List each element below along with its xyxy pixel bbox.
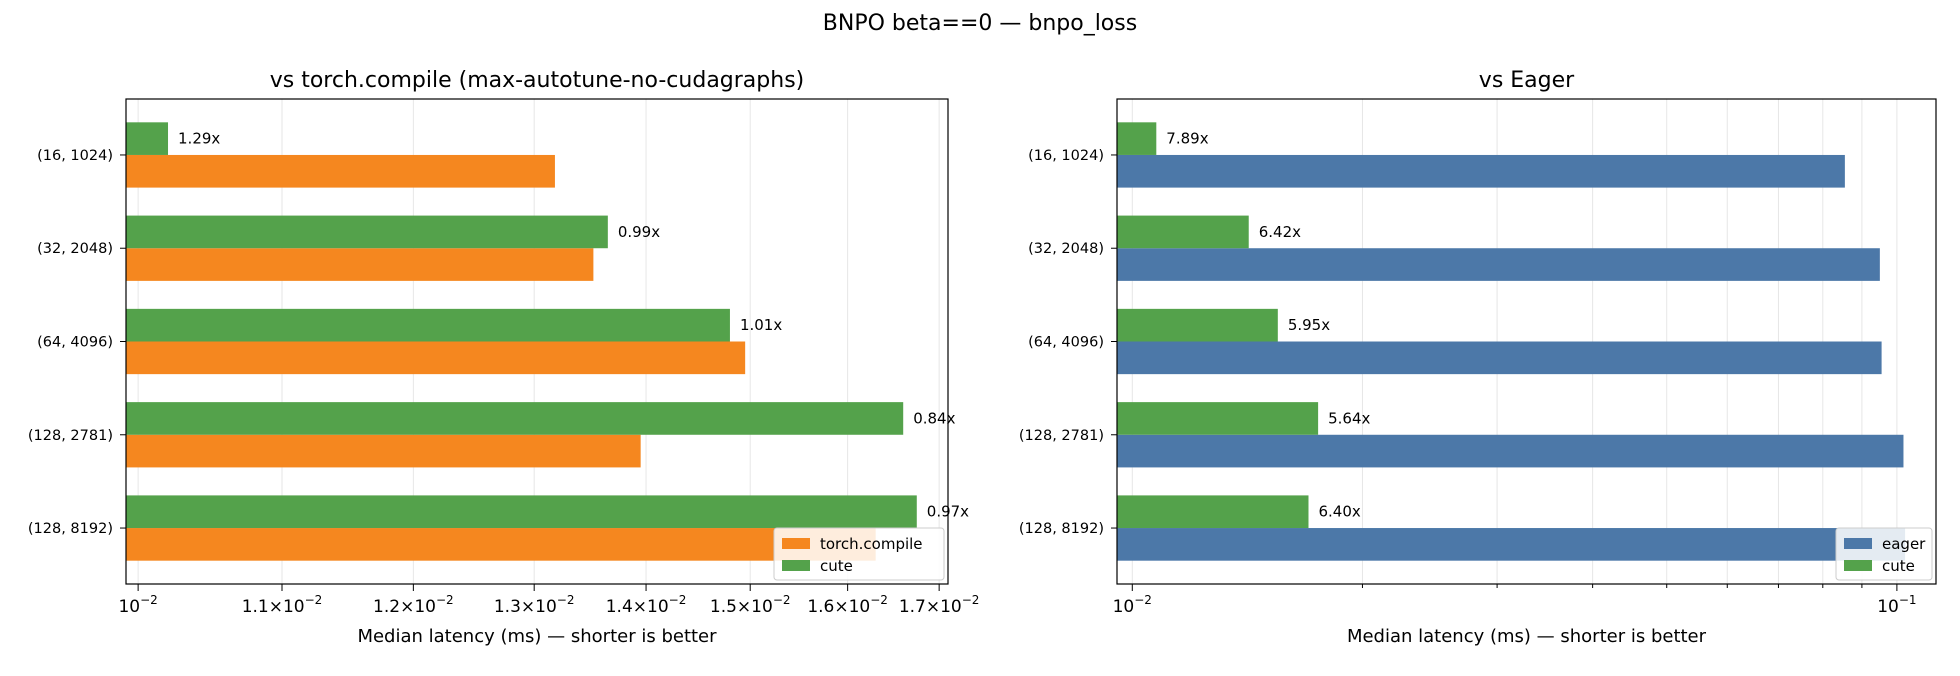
- legend-swatch: [1844, 560, 1872, 571]
- y-tick-label: (128, 2781): [1019, 428, 1104, 444]
- bar-torch-compile: [126, 341, 746, 375]
- chart-title: vs Eager: [1479, 68, 1575, 93]
- legend: torch.compile cute: [773, 527, 945, 581]
- bar-label: 7.89x: [1166, 130, 1208, 148]
- y-tick-label: (16, 1024): [37, 148, 113, 164]
- bar-cute: [126, 215, 608, 249]
- bar-cute: [126, 308, 730, 342]
- bar-cute: [1117, 122, 1157, 155]
- x-tick-label: 1.1×10−2: [242, 593, 323, 617]
- bar-cute: [126, 402, 904, 435]
- x-tick-label: 1.4×10−2: [606, 593, 687, 617]
- legend: eager cute: [1835, 527, 1933, 581]
- x-tick-label: 1.7×10−2: [899, 593, 980, 617]
- axes-frame: [125, 98, 949, 585]
- y-tick-label: (128, 2781): [28, 428, 113, 444]
- bar-cute: [1117, 308, 1278, 342]
- bar-torch-compile: [126, 528, 876, 561]
- y-tick-label: (32, 2048): [37, 241, 113, 257]
- legend-swatch: [782, 560, 810, 571]
- bar-eager: [1117, 528, 1906, 561]
- bar-cute: [1117, 402, 1319, 435]
- y-tick-label: (128, 8192): [28, 521, 113, 537]
- axes-frame: [1116, 98, 1937, 585]
- x-tick-label: 10−1: [1877, 593, 1916, 617]
- x-tick-label: 1.5×10−2: [710, 593, 791, 617]
- bar-eager: [1117, 434, 1904, 468]
- legend-label: cute: [820, 557, 853, 575]
- bar-eager: [1117, 341, 1882, 375]
- bar-cute: [126, 122, 169, 155]
- bar-label: 0.84x: [913, 409, 955, 427]
- bar-cute: [126, 495, 917, 529]
- bar-label: 6.42x: [1259, 223, 1301, 241]
- x-tick-label: 1.2×10−2: [373, 593, 454, 617]
- bar-eager: [1117, 248, 1880, 281]
- bar-cute: [1117, 215, 1249, 249]
- x-tick-label: 10−2: [1113, 593, 1152, 617]
- y-tick-label: (64, 4096): [1028, 335, 1104, 351]
- bar-label: 5.64x: [1328, 409, 1370, 427]
- bar-label: 1.29x: [178, 130, 220, 148]
- bar-label: 0.99x: [618, 223, 660, 241]
- x-tick-label: 1.3×10−2: [494, 593, 575, 617]
- bar-torch-compile: [126, 154, 555, 188]
- legend-label: torch.compile: [820, 535, 923, 553]
- bar-label: 1.01x: [740, 316, 782, 334]
- legend-label: eager: [1882, 535, 1926, 553]
- chart-vs-eager: vs Eager 7.89x (16, 1024) 6.42x (32, 2048) 5.…: [1019, 68, 1937, 647]
- x-axis-label: Median latency (ms) — shorter is better: [1347, 626, 1707, 647]
- legend-swatch: [1844, 538, 1872, 549]
- chart-vs-torch-compile: vs torch.compile (max-autotune-no-cudagr…: [28, 68, 980, 647]
- y-tick-label: (128, 8192): [1019, 521, 1104, 537]
- y-tick-label: (32, 2048): [1028, 241, 1104, 257]
- bar-torch-compile: [126, 434, 641, 468]
- bar-eager: [1117, 154, 1845, 188]
- chart-title: vs torch.compile (max-autotune-no-cudagr…: [270, 68, 805, 93]
- bar-label: 6.40x: [1318, 503, 1360, 521]
- figure-title: BNPO beta==0 — bnpo_loss: [823, 11, 1137, 36]
- x-tick-label: 10−2: [118, 593, 157, 617]
- legend-label: cute: [1882, 557, 1915, 575]
- y-tick-label: (16, 1024): [1028, 148, 1104, 164]
- bar-label: 5.95x: [1288, 316, 1330, 334]
- x-tick-label: 1.6×10−2: [807, 593, 888, 617]
- legend-swatch: [782, 538, 810, 549]
- y-tick-label: (64, 4096): [37, 335, 113, 351]
- bar-cute: [1117, 495, 1309, 529]
- legend-box: [773, 527, 945, 581]
- bar-torch-compile: [126, 248, 594, 281]
- x-axis-label: Median latency (ms) — shorter is better: [357, 626, 717, 647]
